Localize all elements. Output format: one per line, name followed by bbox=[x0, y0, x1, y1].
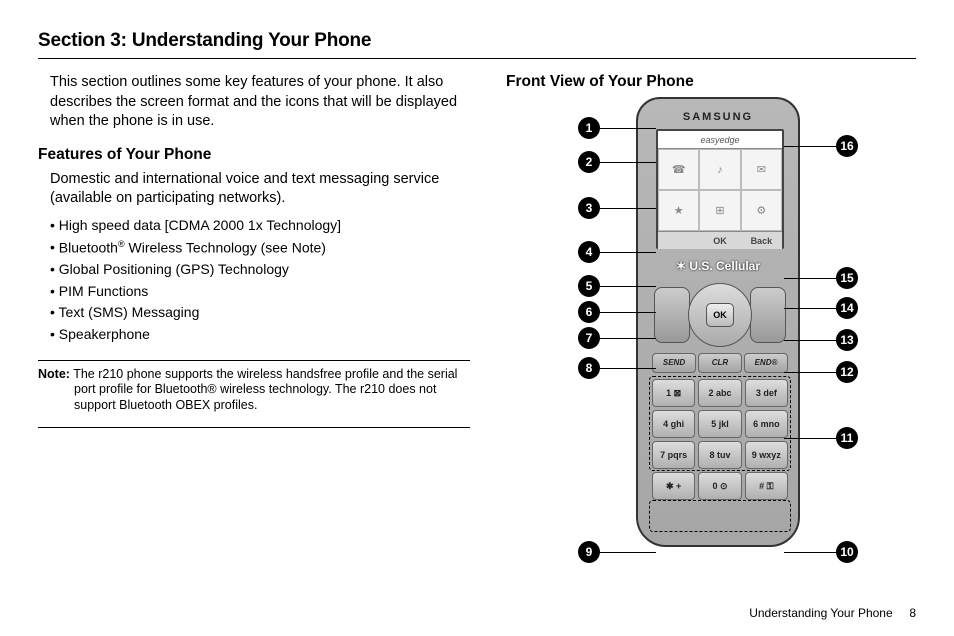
left-soft-button bbox=[654, 287, 690, 343]
feature-item: Global Positioning (GPS) Technology bbox=[50, 259, 470, 281]
footer-page: 8 bbox=[909, 606, 916, 620]
menu-icon: ✉ bbox=[741, 149, 782, 190]
callout-3: 3 bbox=[578, 197, 600, 219]
phone-body: SAMSUNG easyedge ☎♪✉ ★⊞⚙ OK Back ✶ U.S. C… bbox=[636, 97, 800, 547]
columns: This section outlines some key features … bbox=[38, 73, 916, 577]
intro-text: This section outlines some key features … bbox=[38, 73, 470, 132]
callout-lead bbox=[784, 340, 836, 341]
section-title: Section 3: Understanding Your Phone bbox=[38, 30, 916, 52]
feature-item: PIM Functions bbox=[50, 281, 470, 303]
feature-item: Speakerphone bbox=[50, 324, 470, 346]
callout-lead bbox=[600, 128, 656, 129]
callout-lead bbox=[600, 162, 656, 163]
keypad-key: # ⚿ bbox=[745, 472, 788, 500]
phone-screen: easyedge ☎♪✉ ★⊞⚙ OK Back bbox=[656, 129, 784, 249]
features-list: High speed data [CDMA 2000 1x Technology… bbox=[38, 215, 470, 346]
callout-9: 9 bbox=[578, 541, 600, 563]
menu-icon: ⊞ bbox=[699, 190, 740, 231]
callout-lead bbox=[600, 208, 656, 209]
callout-10: 10 bbox=[836, 541, 858, 563]
title-rule bbox=[38, 58, 916, 59]
callout-lead bbox=[784, 308, 836, 309]
softkey-row: OK Back bbox=[658, 231, 782, 249]
right-soft-button bbox=[750, 287, 786, 343]
page-footer: Understanding Your Phone 8 bbox=[749, 606, 916, 620]
menu-icon: ♪ bbox=[699, 149, 740, 190]
callout-lead bbox=[600, 312, 656, 313]
keypad-key: 0 ⊙ bbox=[698, 472, 741, 500]
note-rule-bottom bbox=[38, 427, 470, 428]
note-line1: The r210 phone supports the wireless han… bbox=[73, 367, 457, 381]
callout-1: 1 bbox=[578, 117, 600, 139]
callout-16: 16 bbox=[836, 135, 858, 157]
callout-lead bbox=[784, 278, 836, 279]
softkey-mid: OK bbox=[699, 232, 740, 249]
dash-keypad-outline bbox=[649, 376, 791, 471]
callout-lead bbox=[600, 552, 656, 553]
callout-lead bbox=[784, 146, 836, 147]
callout-lead bbox=[600, 252, 656, 253]
callout-4: 4 bbox=[578, 241, 600, 263]
footer-text: Understanding Your Phone bbox=[749, 606, 892, 620]
carrier-label: ✶ U.S. Cellular bbox=[638, 259, 798, 273]
front-view-heading: Front View of Your Phone bbox=[506, 73, 916, 91]
callout-lead bbox=[784, 552, 836, 553]
send-key: SEND bbox=[652, 353, 696, 373]
end-key: END® bbox=[744, 353, 788, 373]
features-subtext: Domestic and international voice and tex… bbox=[38, 170, 470, 209]
callout-2: 2 bbox=[578, 151, 600, 173]
menu-icon: ☎ bbox=[658, 149, 699, 190]
ok-button: OK bbox=[706, 303, 734, 327]
callout-6: 6 bbox=[578, 301, 600, 323]
callout-8: 8 bbox=[578, 357, 600, 379]
screen-title: easyedge bbox=[658, 131, 782, 149]
keypad-key: ✱ + bbox=[652, 472, 695, 500]
callout-15: 15 bbox=[836, 267, 858, 289]
callout-11: 11 bbox=[836, 427, 858, 449]
feature-item: High speed data [CDMA 2000 1x Technology… bbox=[50, 215, 470, 237]
clr-key: CLR bbox=[698, 353, 742, 373]
menu-grid: ☎♪✉ ★⊞⚙ bbox=[658, 149, 782, 231]
note-rule-top bbox=[38, 360, 470, 361]
callout-lead bbox=[600, 368, 656, 369]
phone-diagram: SAMSUNG easyedge ☎♪✉ ★⊞⚙ OK Back ✶ U.S. C… bbox=[516, 97, 916, 577]
nav-area: OK bbox=[654, 283, 786, 347]
callout-14: 14 bbox=[836, 297, 858, 319]
menu-icon: ★ bbox=[658, 190, 699, 231]
features-heading: Features of Your Phone bbox=[38, 146, 470, 164]
right-column: Front View of Your Phone SAMSUNG easyedg… bbox=[506, 73, 916, 577]
left-column: This section outlines some key features … bbox=[38, 73, 470, 577]
note-block: Note: The r210 phone supports the wirele… bbox=[38, 367, 470, 414]
callout-lead bbox=[600, 286, 656, 287]
callout-7: 7 bbox=[578, 327, 600, 349]
callout-12: 12 bbox=[836, 361, 858, 383]
feature-item: Bluetooth® Wireless Technology (see Note… bbox=[50, 237, 470, 259]
callout-lead bbox=[784, 438, 836, 439]
dash-bottom-outline bbox=[649, 500, 791, 532]
callout-lead bbox=[600, 338, 656, 339]
menu-icon: ⚙ bbox=[741, 190, 782, 231]
callout-lead bbox=[784, 372, 836, 373]
note-label: Note: bbox=[38, 367, 70, 381]
note-line2: port profile for Bluetooth® wireless tec… bbox=[38, 382, 470, 413]
callout-5: 5 bbox=[578, 275, 600, 297]
softkey-left bbox=[658, 232, 699, 249]
feature-item: Text (SMS) Messaging bbox=[50, 302, 470, 324]
softkey-right: Back bbox=[741, 232, 782, 249]
callout-13: 13 bbox=[836, 329, 858, 351]
send-clr-end-row: SEND CLR END® bbox=[652, 353, 788, 373]
brand-label: SAMSUNG bbox=[638, 111, 798, 123]
